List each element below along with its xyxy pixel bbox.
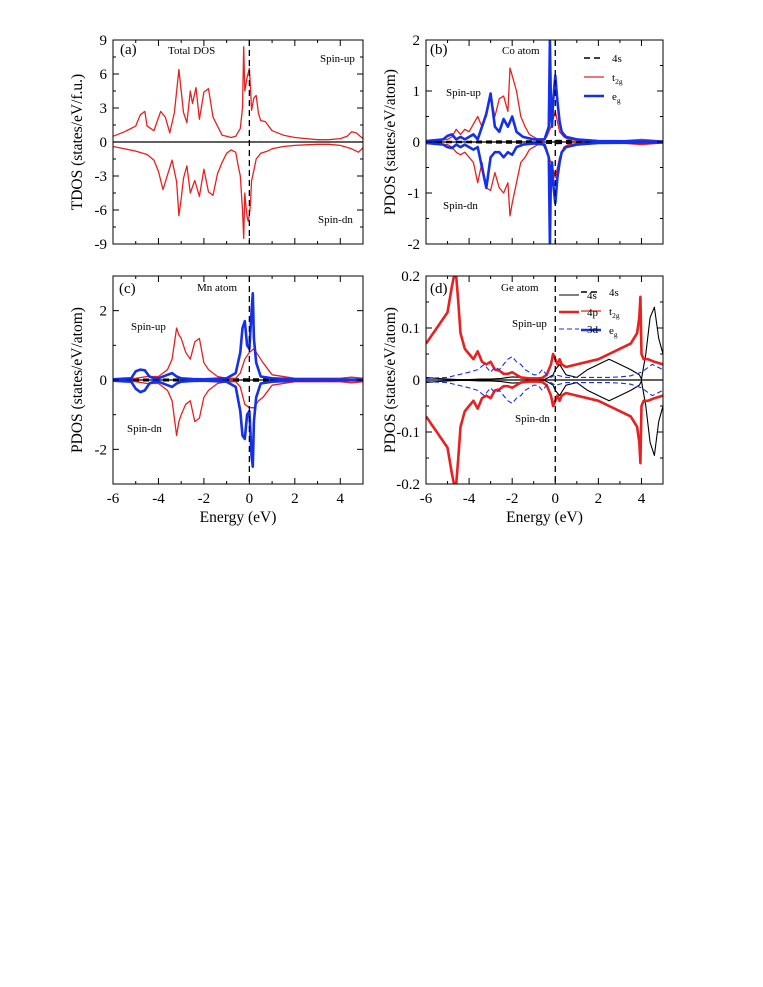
- y-tick-label: -1: [408, 186, 421, 202]
- y-axis-title: PDOS (states/eV/atom): [382, 69, 399, 215]
- legend-label: 4s: [587, 290, 597, 302]
- series-eg-dn: [426, 141, 663, 244]
- panel-a: -9 -6 -3 0 3 6 9 TDOS (states/eV/f.u.) (a) Total …: [69, 33, 364, 253]
- series-total-dos-dn: [113, 143, 363, 239]
- series-4p-up: [426, 276, 663, 380]
- spin-dn-label: Spin-dn: [515, 413, 550, 425]
- panel-b: -2 -1 0 1 2 PDOS (states/eV/atom) (b) Co atom Sp…: [382, 33, 664, 253]
- y-tick-label: 0: [413, 373, 421, 389]
- y-tick-label: 0: [100, 373, 108, 389]
- x-tick-label: -4: [152, 491, 165, 507]
- x-tick-label: -4: [463, 491, 476, 507]
- panel-title: Mn atom: [197, 282, 237, 294]
- series-t2g-up: [426, 67, 663, 142]
- x-tick-label: 4: [638, 491, 646, 507]
- x-tick-label: 0: [246, 491, 254, 507]
- panel-c: -6 -4 -2 0 2 4 -2 0 2 PDOS (states/eV/atom) Energy…: [69, 275, 620, 526]
- x-tick-label: 0: [552, 491, 560, 507]
- legend: 4s 4p 3d: [559, 290, 599, 336]
- series-total-dos-up: [113, 46, 363, 141]
- y-axis-title: PDOS (states/eV/atom): [382, 307, 399, 453]
- y-tick-label: 6: [100, 67, 108, 83]
- spin-up-label: Spin-up: [512, 318, 547, 330]
- series-4s-dn: [426, 141, 663, 145]
- series-3d-dn: [426, 381, 663, 404]
- y-tick-label: -2: [408, 237, 421, 253]
- y-tick-label: -9: [95, 237, 108, 253]
- y-tick-label: 2: [100, 304, 108, 320]
- legend: 4s t2g eg: [581, 287, 620, 339]
- legend-label: eg: [612, 91, 621, 105]
- y-tick-label: 1: [413, 84, 421, 100]
- series-t2g-dn: [426, 142, 663, 217]
- series-3d-up: [426, 356, 663, 379]
- panel-title: Ge atom: [501, 282, 539, 294]
- x-tick-label: 4: [337, 491, 345, 507]
- spin-dn-label: Spin-dn: [443, 200, 478, 212]
- series-4s-up: [426, 139, 663, 143]
- panel-title: Co atom: [502, 45, 540, 57]
- x-tick-label: -2: [198, 491, 211, 507]
- legend-label: 3d: [587, 324, 599, 336]
- y-tick-label: 9: [100, 33, 108, 49]
- panel-title: Total DOS: [168, 45, 215, 57]
- spin-dn-label: Spin-dn: [318, 214, 353, 226]
- y-tick-label: -6: [95, 203, 108, 219]
- y-axis-title: TDOS (states/eV/f.u.): [69, 74, 86, 210]
- series-4s-dn: [426, 379, 663, 456]
- x-tick-label: -6: [107, 491, 120, 507]
- legend-label: 4s: [612, 53, 622, 65]
- y-tick-label: 3: [100, 101, 108, 117]
- y-tick-label: 0.1: [401, 321, 420, 337]
- panel-label: (c): [119, 281, 136, 297]
- panel-label: (b): [430, 42, 448, 58]
- y-tick-label: -2: [95, 442, 108, 458]
- panel-d: -6 -4 -2 0 2 4 -0.2 -0.1 0 0.1 0.2 PDOS (states/eV/…: [382, 269, 664, 526]
- spin-dn-label: Spin-dn: [127, 423, 162, 435]
- y-tick-label: -3: [95, 169, 108, 185]
- x-tick-label: -2: [506, 491, 519, 507]
- series-eg-up: [113, 291, 363, 381]
- spin-up-label: Spin-up: [131, 321, 166, 333]
- x-tick-label: 2: [291, 491, 299, 507]
- spin-up-label: Spin-up: [446, 87, 481, 99]
- y-tick-label: 2: [413, 33, 421, 49]
- legend-label: eg: [609, 325, 618, 339]
- series-t2g-up: [113, 327, 363, 380]
- legend-label: t2g: [612, 72, 623, 86]
- series-eg-up: [426, 40, 663, 143]
- x-tick-label: 2: [595, 491, 603, 507]
- y-tick-label: 0: [100, 135, 108, 151]
- x-axis-title: Energy (eV): [506, 509, 583, 526]
- legend-label: t2g: [609, 306, 620, 320]
- y-tick-label: -0.1: [396, 425, 420, 441]
- legend-label: 4p: [587, 307, 599, 319]
- legend-label: 4s: [609, 287, 619, 299]
- series-eg-dn: [113, 379, 363, 469]
- series-t2g-dn: [113, 380, 363, 437]
- spin-up-label: Spin-up: [320, 53, 355, 65]
- y-axis-title: PDOS (states/eV/atom): [69, 307, 86, 453]
- legend: 4s t2g eg: [584, 53, 623, 105]
- series-4s-up: [426, 306, 663, 381]
- x-axis-title: Energy (eV): [200, 509, 277, 526]
- y-tick-label: 0.2: [401, 269, 420, 285]
- panel-label: (d): [430, 281, 448, 297]
- y-tick-label: -0.2: [396, 477, 420, 493]
- y-tick-label: 0: [413, 135, 421, 151]
- panel-label: (a): [120, 42, 137, 58]
- x-tick-label: -6: [420, 491, 433, 507]
- series-4p-dn: [426, 380, 663, 484]
